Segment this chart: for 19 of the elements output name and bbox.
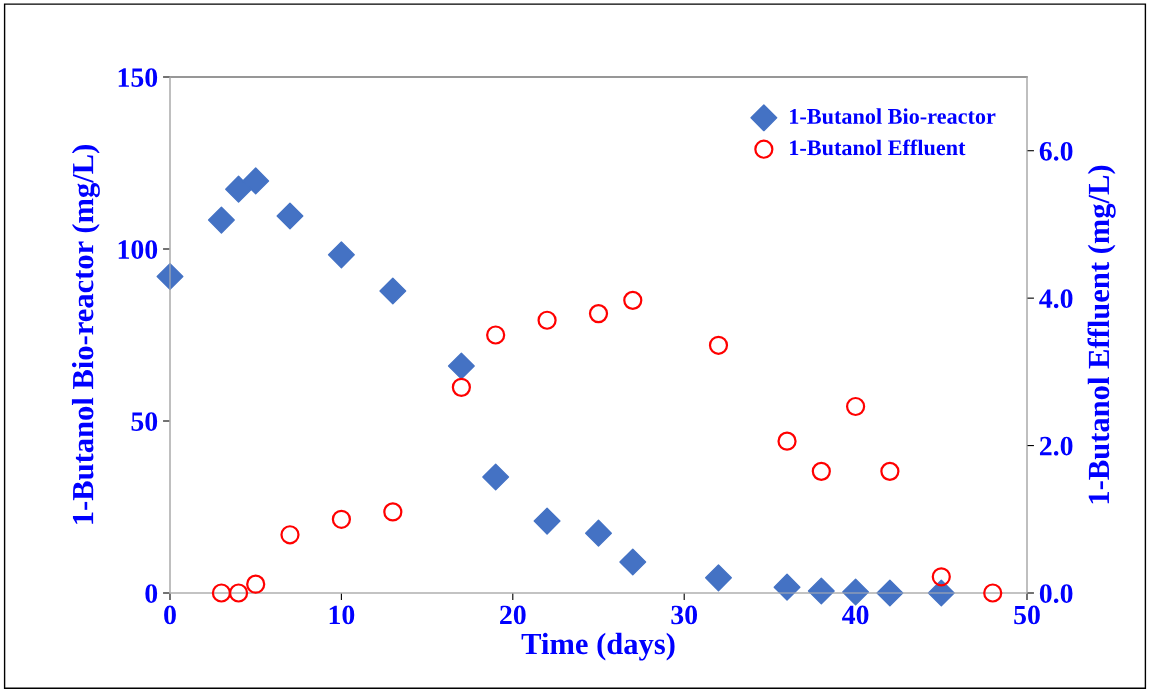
legend-label: 1-Butanol Bio-reactor — [790, 108, 996, 124]
y-tick-label: 50 — [131, 412, 158, 431]
y-axis-title: 1-Butanol Bio-reactor (mg/L) — [71, 145, 100, 524]
x-tick-label: 50 — [1014, 605, 1040, 625]
y-tick-label: 0 — [145, 584, 158, 603]
y2-tick-label: 0.0 — [1039, 584, 1073, 604]
y2-tick-label: 2.0 — [1039, 436, 1073, 456]
y2-tick-label: 4.0 — [1039, 289, 1073, 309]
legend-label: 1-Butanol Effluent — [790, 139, 966, 156]
x-tick-label: 40 — [842, 605, 869, 625]
y-tick-label: 150 — [118, 68, 158, 87]
x-tick-label: 30 — [671, 605, 698, 625]
y2-axis-title: 1-Butanol Effluent (mg/L) — [1087, 165, 1116, 504]
x-tick-label: 0 — [164, 605, 176, 625]
x-tick-label: 10 — [329, 605, 355, 625]
y-tick-label: 100 — [118, 240, 158, 259]
x-tick-label: 20 — [500, 605, 526, 625]
x-axis-title: Time (days) — [521, 632, 675, 661]
y2-tick-label: 6.0 — [1039, 141, 1073, 161]
